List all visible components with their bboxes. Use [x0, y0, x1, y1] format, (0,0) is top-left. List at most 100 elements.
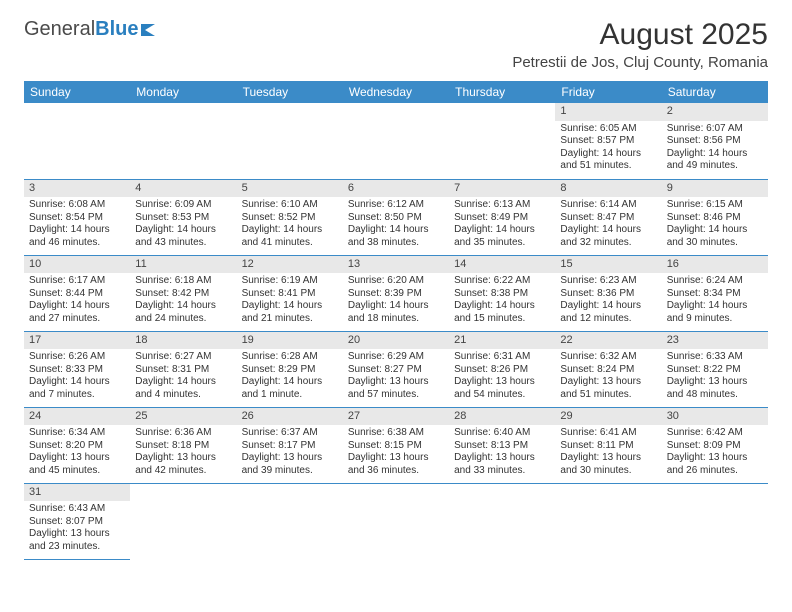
- daylight-text: Daylight: 14 hours: [454, 300, 550, 313]
- daylight-text: Daylight: 14 hours: [242, 224, 338, 237]
- sunset-text: Sunset: 8:26 PM: [454, 364, 550, 377]
- day-number: 18: [130, 332, 236, 350]
- sunset-text: Sunset: 8:52 PM: [242, 212, 338, 225]
- day-number: 14: [449, 256, 555, 274]
- day-cell: 8Sunrise: 6:14 AMSunset: 8:47 PMDaylight…: [555, 179, 661, 255]
- sunrise-text: Sunrise: 6:15 AM: [667, 199, 763, 212]
- sunset-text: Sunset: 8:46 PM: [667, 212, 763, 225]
- calendar-row: 10Sunrise: 6:17 AMSunset: 8:44 PMDayligh…: [24, 255, 768, 331]
- daylight-text: Daylight: 14 hours: [667, 148, 763, 161]
- day-cell: 23Sunrise: 6:33 AMSunset: 8:22 PMDayligh…: [662, 331, 768, 407]
- sunset-text: Sunset: 8:57 PM: [560, 135, 656, 148]
- day-cell: 5Sunrise: 6:10 AMSunset: 8:52 PMDaylight…: [237, 179, 343, 255]
- daylight-text: Daylight: 14 hours: [348, 224, 444, 237]
- daylight-text: Daylight: 13 hours: [667, 452, 763, 465]
- empty-cell: [662, 483, 768, 559]
- empty-cell: [449, 483, 555, 559]
- sunset-text: Sunset: 8:53 PM: [135, 212, 231, 225]
- calendar-row: 31Sunrise: 6:43 AMSunset: 8:07 PMDayligh…: [24, 483, 768, 559]
- day-number: 10: [24, 256, 130, 274]
- daylight-text: Daylight: 14 hours: [560, 224, 656, 237]
- sunrise-text: Sunrise: 6:07 AM: [667, 123, 763, 136]
- location: Petrestii de Jos, Cluj County, Romania: [512, 54, 768, 71]
- day-number: 16: [662, 256, 768, 274]
- daylight-text: and 24 minutes.: [135, 313, 231, 326]
- sunrise-text: Sunrise: 6:28 AM: [242, 351, 338, 364]
- sunrise-text: Sunrise: 6:38 AM: [348, 427, 444, 440]
- brand-part1: General: [24, 18, 95, 41]
- daylight-text: and 41 minutes.: [242, 237, 338, 250]
- day-cell: 22Sunrise: 6:32 AMSunset: 8:24 PMDayligh…: [555, 331, 661, 407]
- day-cell: 26Sunrise: 6:37 AMSunset: 8:17 PMDayligh…: [237, 407, 343, 483]
- sunset-text: Sunset: 8:18 PM: [135, 440, 231, 453]
- sunrise-text: Sunrise: 6:43 AM: [29, 503, 125, 516]
- daylight-text: and 30 minutes.: [667, 237, 763, 250]
- daylight-text: Daylight: 13 hours: [560, 376, 656, 389]
- sunrise-text: Sunrise: 6:33 AM: [667, 351, 763, 364]
- day-number: 28: [449, 408, 555, 426]
- daylight-text: and 39 minutes.: [242, 465, 338, 478]
- day-number: 26: [237, 408, 343, 426]
- daylight-text: Daylight: 13 hours: [242, 452, 338, 465]
- day-number: 11: [130, 256, 236, 274]
- day-cell: 29Sunrise: 6:41 AMSunset: 8:11 PMDayligh…: [555, 407, 661, 483]
- daylight-text: and 57 minutes.: [348, 389, 444, 402]
- sunrise-text: Sunrise: 6:13 AM: [454, 199, 550, 212]
- daylight-text: and 21 minutes.: [242, 313, 338, 326]
- daylight-text: Daylight: 14 hours: [135, 224, 231, 237]
- flag-icon: [141, 22, 163, 38]
- daylight-text: and 48 minutes.: [667, 389, 763, 402]
- sunrise-text: Sunrise: 6:29 AM: [348, 351, 444, 364]
- sunrise-text: Sunrise: 6:27 AM: [135, 351, 231, 364]
- sunset-text: Sunset: 8:44 PM: [29, 288, 125, 301]
- day-number: 4: [130, 180, 236, 198]
- day-number: 27: [343, 408, 449, 426]
- sunset-text: Sunset: 8:50 PM: [348, 212, 444, 225]
- sunrise-text: Sunrise: 6:34 AM: [29, 427, 125, 440]
- weekday-header: Thursday: [449, 81, 555, 103]
- month-title: August 2025: [512, 18, 768, 52]
- daylight-text: and 38 minutes.: [348, 237, 444, 250]
- day-number: 30: [662, 408, 768, 426]
- day-cell: 31Sunrise: 6:43 AMSunset: 8:07 PMDayligh…: [24, 483, 130, 559]
- day-number: 17: [24, 332, 130, 350]
- daylight-text: and 51 minutes.: [560, 389, 656, 402]
- day-cell: 2Sunrise: 6:07 AMSunset: 8:56 PMDaylight…: [662, 103, 768, 179]
- daylight-text: Daylight: 14 hours: [667, 224, 763, 237]
- empty-cell: [237, 483, 343, 559]
- calendar-row: 24Sunrise: 6:34 AMSunset: 8:20 PMDayligh…: [24, 407, 768, 483]
- day-cell: 4Sunrise: 6:09 AMSunset: 8:53 PMDaylight…: [130, 179, 236, 255]
- daylight-text: Daylight: 14 hours: [29, 300, 125, 313]
- daylight-text: and 1 minute.: [242, 389, 338, 402]
- daylight-text: Daylight: 14 hours: [667, 300, 763, 313]
- day-cell: 1Sunrise: 6:05 AMSunset: 8:57 PMDaylight…: [555, 103, 661, 179]
- empty-cell: [130, 483, 236, 559]
- sunset-text: Sunset: 8:24 PM: [560, 364, 656, 377]
- day-cell: 6Sunrise: 6:12 AMSunset: 8:50 PMDaylight…: [343, 179, 449, 255]
- day-cell: 11Sunrise: 6:18 AMSunset: 8:42 PMDayligh…: [130, 255, 236, 331]
- daylight-text: Daylight: 13 hours: [667, 376, 763, 389]
- sunset-text: Sunset: 8:22 PM: [667, 364, 763, 377]
- day-number: 5: [237, 180, 343, 198]
- daylight-text: Daylight: 13 hours: [454, 376, 550, 389]
- day-cell: 24Sunrise: 6:34 AMSunset: 8:20 PMDayligh…: [24, 407, 130, 483]
- daylight-text: Daylight: 13 hours: [454, 452, 550, 465]
- sunset-text: Sunset: 8:20 PM: [29, 440, 125, 453]
- header: GeneralBlue August 2025 Petrestii de Jos…: [24, 18, 768, 71]
- daylight-text: Daylight: 13 hours: [348, 376, 444, 389]
- day-cell: 20Sunrise: 6:29 AMSunset: 8:27 PMDayligh…: [343, 331, 449, 407]
- sunrise-text: Sunrise: 6:32 AM: [560, 351, 656, 364]
- sunset-text: Sunset: 8:27 PM: [348, 364, 444, 377]
- sunrise-text: Sunrise: 6:23 AM: [560, 275, 656, 288]
- daylight-text: and 42 minutes.: [135, 465, 231, 478]
- daylight-text: and 33 minutes.: [454, 465, 550, 478]
- day-cell: 27Sunrise: 6:38 AMSunset: 8:15 PMDayligh…: [343, 407, 449, 483]
- sunset-text: Sunset: 8:39 PM: [348, 288, 444, 301]
- sunrise-text: Sunrise: 6:36 AM: [135, 427, 231, 440]
- day-cell: 12Sunrise: 6:19 AMSunset: 8:41 PMDayligh…: [237, 255, 343, 331]
- sunrise-text: Sunrise: 6:10 AM: [242, 199, 338, 212]
- daylight-text: and 49 minutes.: [667, 160, 763, 173]
- weekday-header: Tuesday: [237, 81, 343, 103]
- day-number: 1: [555, 103, 661, 121]
- calendar-row: 17Sunrise: 6:26 AMSunset: 8:33 PMDayligh…: [24, 331, 768, 407]
